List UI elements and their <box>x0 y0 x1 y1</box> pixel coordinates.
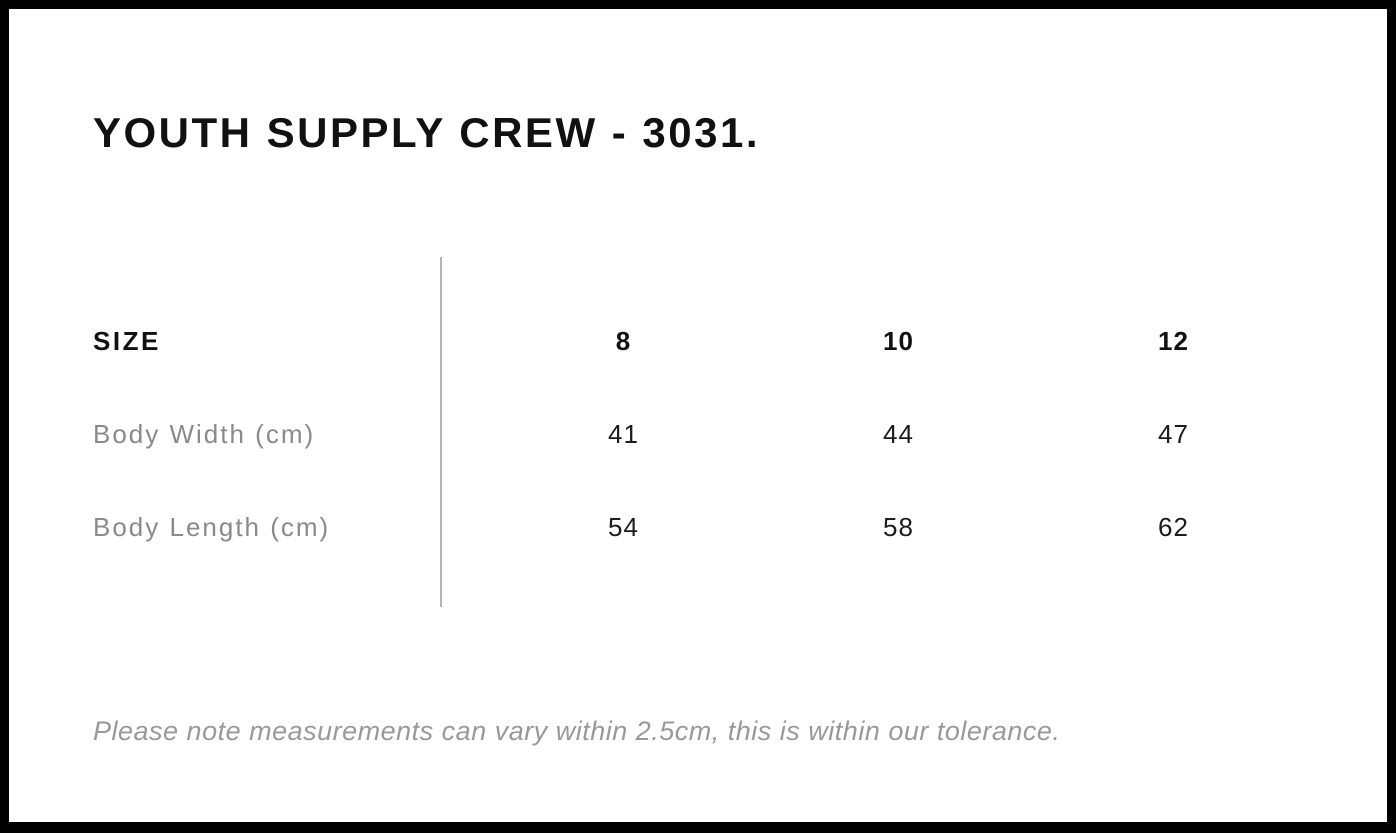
size-column-header: 12 <box>1158 326 1189 356</box>
body-length-value: 54 <box>608 512 639 542</box>
body-length-value: 58 <box>883 512 914 542</box>
size-chart-table: SIZE Body Width (cm) Body Length (cm) 8 … <box>93 257 1311 607</box>
body-width-value: 47 <box>1158 419 1189 449</box>
body-width-value: 44 <box>883 419 914 449</box>
body-length-value: 62 <box>1158 512 1189 542</box>
size-column-header: 8 <box>615 326 632 356</box>
body-width-label: Body Width (cm) <box>93 419 316 449</box>
table-row-label: Body Length (cm) <box>93 481 440 574</box>
tolerance-footnote: Please note measurements can vary within… <box>93 716 1061 746</box>
table-row-body-width: 41 44 47 <box>486 388 1311 481</box>
table-header-row: 8 10 12 <box>486 295 1311 388</box>
table-row-body-length: 54 58 62 <box>486 481 1311 574</box>
body-length-label: Body Length (cm) <box>93 512 331 542</box>
size-chart-values-column: 8 10 12 41 44 47 54 58 62 <box>440 257 1311 607</box>
size-chart-label-column: SIZE Body Width (cm) Body Length (cm) <box>93 257 440 607</box>
body-width-value: 41 <box>608 419 639 449</box>
page-title: YOUTH SUPPLY CREW - 3031. <box>93 109 761 156</box>
table-row-label: Body Width (cm) <box>93 388 440 481</box>
size-header-label: SIZE <box>93 326 161 356</box>
table-header-row-label: SIZE <box>93 295 440 388</box>
size-column-header: 10 <box>883 326 914 356</box>
